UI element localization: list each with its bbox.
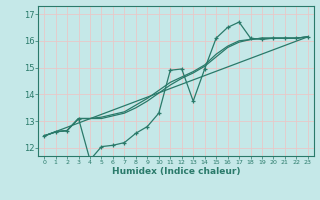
X-axis label: Humidex (Indice chaleur): Humidex (Indice chaleur)	[112, 167, 240, 176]
